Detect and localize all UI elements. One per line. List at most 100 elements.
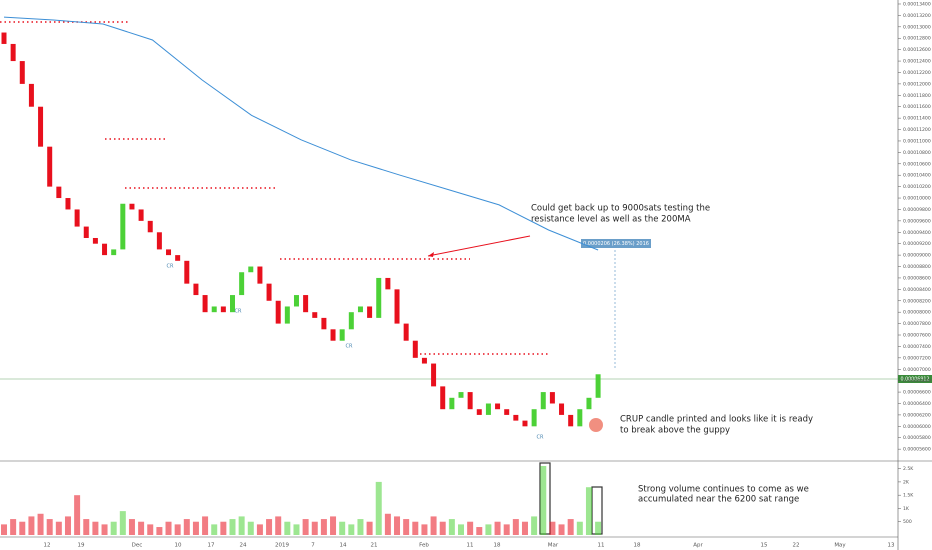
volume-bar xyxy=(384,513,391,535)
volume-bar xyxy=(540,465,547,535)
candle-body xyxy=(330,329,336,341)
candle-body xyxy=(120,203,126,250)
candle-body xyxy=(540,392,546,410)
volume-bar xyxy=(476,527,483,535)
candle-body xyxy=(275,300,281,324)
candle-body xyxy=(230,295,235,313)
candle-body xyxy=(321,317,327,330)
candle-body xyxy=(65,198,71,210)
volume-bar xyxy=(64,516,71,535)
y-tick-label: 0.00007600 xyxy=(903,333,931,339)
candle-body xyxy=(175,255,181,261)
y-tick-label: 0.00013200 xyxy=(903,13,931,19)
volume-bar xyxy=(156,527,163,535)
volume-bar xyxy=(421,524,428,535)
y-tick-label: 0.00007800 xyxy=(903,321,931,327)
volume-bar xyxy=(531,516,538,535)
candle-body xyxy=(531,409,537,427)
x-tick-label: 18 xyxy=(494,543,501,549)
x-tick-label: Dec xyxy=(132,543,143,549)
candle-body xyxy=(586,397,592,410)
candle-body xyxy=(111,249,117,256)
volume-bar xyxy=(375,481,382,535)
volume-bar xyxy=(503,524,510,535)
volume-bar xyxy=(458,524,464,535)
volume-bar xyxy=(192,521,199,535)
candle-body xyxy=(376,277,382,318)
candle-body xyxy=(83,226,89,238)
x-tick-label: 7 xyxy=(311,543,315,549)
candle-body xyxy=(10,43,16,62)
candle-body xyxy=(92,237,98,244)
volume-bar xyxy=(576,521,583,535)
y-tick-label: 0.00012800 xyxy=(903,36,931,42)
candle-body xyxy=(56,186,62,199)
candle-body xyxy=(449,397,455,410)
candle-body xyxy=(257,266,263,284)
candle-body xyxy=(440,386,446,410)
arrow-head xyxy=(428,252,434,257)
x-tick-label: 15 xyxy=(761,543,768,549)
volume-bar xyxy=(394,516,401,535)
candle-body xyxy=(138,209,144,221)
y-tick-label: 0.00012000 xyxy=(903,81,931,87)
candle-body xyxy=(220,306,226,313)
measure-box xyxy=(581,239,651,248)
candle-body xyxy=(513,414,519,421)
candle-body xyxy=(485,403,491,415)
volume-bar xyxy=(339,521,346,535)
x-tick-label: 24 xyxy=(240,543,247,549)
candle-body xyxy=(38,106,44,147)
x-tick-label: Feb xyxy=(419,543,429,549)
candle-body xyxy=(47,146,53,187)
candle-body xyxy=(357,306,363,313)
y-tick-label: 0.00008400 xyxy=(903,287,931,293)
candle-body xyxy=(568,414,574,427)
volume-tick-label: 2K xyxy=(903,479,910,485)
y-tick-label: 0.00010200 xyxy=(903,184,931,190)
volume-bar xyxy=(467,521,474,535)
y-tick-label: 0.00006400 xyxy=(903,401,931,407)
volume-bar xyxy=(202,516,209,535)
y-tick-label: 0.00005800 xyxy=(903,435,931,441)
volume-bar xyxy=(229,519,236,535)
volume-bar xyxy=(412,521,419,535)
candle-body xyxy=(303,295,309,313)
volume-bar xyxy=(119,511,126,535)
candle-body xyxy=(202,295,208,313)
volume-bar xyxy=(10,519,17,535)
volume-bar xyxy=(174,524,181,535)
candle-body xyxy=(522,420,528,427)
resistance-lines xyxy=(0,21,548,355)
volume-bar xyxy=(83,519,90,535)
y-tick-label: 0.00011600 xyxy=(903,104,931,110)
volume-bar xyxy=(567,519,574,535)
volume-bar xyxy=(138,521,145,535)
candle-body xyxy=(102,243,108,256)
x-tick-label: 12 xyxy=(44,543,51,549)
candle-body xyxy=(156,232,162,250)
x-tick-label: 19 xyxy=(78,543,85,549)
marker-label: CR xyxy=(167,264,174,270)
volume-bar xyxy=(403,519,410,535)
volume-bar xyxy=(275,516,282,535)
volume-tick-label: 500 xyxy=(903,519,912,525)
x-tick-label: 10 xyxy=(175,543,182,549)
volume-bar xyxy=(512,519,519,535)
y-tick-label: 0.00009000 xyxy=(903,253,931,259)
volume-bar xyxy=(110,521,117,535)
volume-bar xyxy=(302,519,309,535)
annotation: Strong volume continues to come as we xyxy=(638,485,809,495)
current-price-box xyxy=(898,375,932,383)
volume-bar xyxy=(439,521,446,535)
volume-bar xyxy=(92,521,99,535)
candle-body xyxy=(239,272,245,296)
candle-body xyxy=(211,306,217,313)
volume-bar xyxy=(19,521,26,535)
volume-bar xyxy=(521,521,528,535)
x-tick-label: 17 xyxy=(208,543,215,549)
highlight xyxy=(589,418,603,432)
y-tick-label: 0.00009600 xyxy=(903,218,931,224)
candle-body xyxy=(284,306,290,324)
volume-bar xyxy=(330,516,337,535)
